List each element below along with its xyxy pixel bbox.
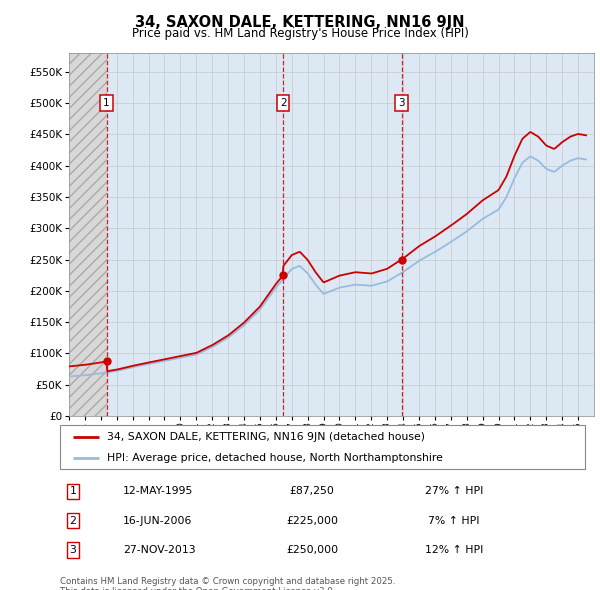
Text: 3: 3 [70,545,77,555]
Text: £250,000: £250,000 [286,545,338,555]
Text: 27-NOV-2013: 27-NOV-2013 [123,545,196,555]
Text: 34, SAXON DALE, KETTERING, NN16 9JN: 34, SAXON DALE, KETTERING, NN16 9JN [135,15,465,30]
Text: £225,000: £225,000 [286,516,338,526]
Bar [69,53,107,416]
Text: 1: 1 [70,486,77,496]
Text: 2: 2 [70,516,77,526]
Text: Contains HM Land Registry data © Crown copyright and database right 2025.
This d: Contains HM Land Registry data © Crown c… [60,577,395,590]
Text: 12-MAY-1995: 12-MAY-1995 [123,486,193,496]
Text: 1: 1 [103,98,110,108]
Text: 12% ↑ HPI: 12% ↑ HPI [425,545,483,555]
Text: Price paid vs. HM Land Registry's House Price Index (HPI): Price paid vs. HM Land Registry's House … [131,27,469,40]
Text: 27% ↑ HPI: 27% ↑ HPI [425,486,483,496]
Text: HPI: Average price, detached house, North Northamptonshire: HPI: Average price, detached house, Nort… [107,453,443,463]
Text: 7% ↑ HPI: 7% ↑ HPI [428,516,479,526]
FancyBboxPatch shape [60,425,585,469]
Text: 16-JUN-2006: 16-JUN-2006 [123,516,193,526]
Text: £87,250: £87,250 [290,486,334,496]
Text: 34, SAXON DALE, KETTERING, NN16 9JN (detached house): 34, SAXON DALE, KETTERING, NN16 9JN (det… [107,432,425,442]
Text: 2: 2 [280,98,286,108]
Text: 3: 3 [398,98,405,108]
